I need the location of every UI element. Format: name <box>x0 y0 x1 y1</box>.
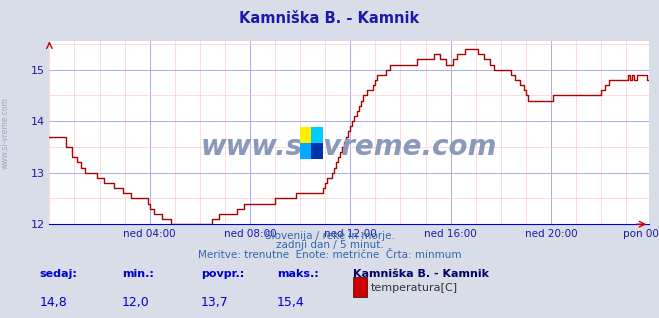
Text: 14,8: 14,8 <box>40 296 67 309</box>
Text: 12,0: 12,0 <box>122 296 150 309</box>
Bar <box>312 127 323 143</box>
Text: 13,7: 13,7 <box>201 296 229 309</box>
Text: min.:: min.: <box>122 269 154 279</box>
Text: 15,4: 15,4 <box>277 296 304 309</box>
Text: sedaj:: sedaj: <box>40 269 77 279</box>
Text: Meritve: trenutne  Enote: metrične  Črta: minmum: Meritve: trenutne Enote: metrične Črta: … <box>198 250 461 259</box>
Text: Kamniška B. - Kamnik: Kamniška B. - Kamnik <box>239 11 420 26</box>
Text: Slovenija / reke in morje.: Slovenija / reke in morje. <box>264 231 395 240</box>
Text: www.si-vreme.com: www.si-vreme.com <box>201 133 498 162</box>
Text: www.si-vreme.com: www.si-vreme.com <box>1 98 10 169</box>
Bar <box>312 143 323 159</box>
Text: povpr.:: povpr.: <box>201 269 244 279</box>
Text: maks.:: maks.: <box>277 269 318 279</box>
Bar <box>300 127 312 143</box>
Bar <box>300 143 312 159</box>
Text: Kamniška B. - Kamnik: Kamniška B. - Kamnik <box>353 269 488 279</box>
Text: zadnji dan / 5 minut.: zadnji dan / 5 minut. <box>275 240 384 250</box>
Text: temperatura[C]: temperatura[C] <box>371 283 458 293</box>
